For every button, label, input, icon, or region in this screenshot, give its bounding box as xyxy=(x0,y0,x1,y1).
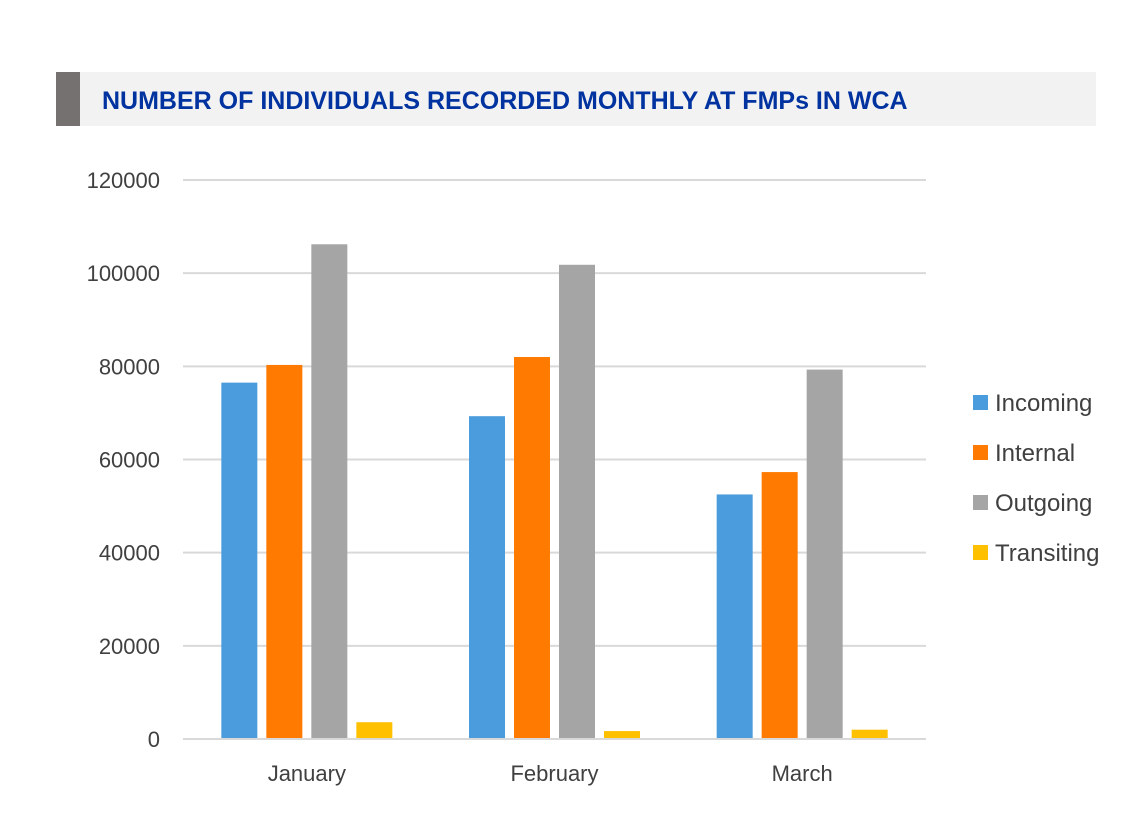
legend-label-outgoing: Outgoing xyxy=(995,490,1092,517)
y-tick-label: 120000 xyxy=(87,168,160,193)
bar-incoming-january xyxy=(221,382,258,739)
title-accent-bar xyxy=(56,72,80,126)
x-tick-label: February xyxy=(510,761,598,786)
bar-transiting-january xyxy=(356,722,393,739)
y-tick-label: 40000 xyxy=(99,541,160,566)
bar-outgoing-january xyxy=(311,244,348,739)
legend: Incoming Internal Outgoing Transiting xyxy=(973,390,1099,567)
y-tick-label: 0 xyxy=(148,727,160,752)
bar-internal-january xyxy=(266,364,303,739)
y-tick-label: 80000 xyxy=(99,354,160,379)
legend-swatch-internal xyxy=(973,445,988,460)
y-tick-label: 20000 xyxy=(99,634,160,659)
legend-swatch-transiting xyxy=(973,545,988,560)
bars xyxy=(221,244,888,739)
bar-internal-march xyxy=(761,472,798,739)
chart-title: NUMBER OF INDIVIDUALS RECORDED MONTHLY A… xyxy=(102,87,908,115)
bar-outgoing-february xyxy=(559,264,595,739)
bar-internal-february xyxy=(514,357,550,739)
bar-incoming-march xyxy=(716,494,753,739)
legend-swatch-incoming xyxy=(973,395,988,410)
title-band: NUMBER OF INDIVIDUALS RECORDED MONTHLY A… xyxy=(56,72,1096,126)
legend-swatch-outgoing xyxy=(973,495,988,510)
bar-transiting-february xyxy=(604,731,640,739)
gridlines xyxy=(183,179,926,647)
y-tick-label: 60000 xyxy=(99,448,160,473)
legend-label-internal: Internal xyxy=(995,440,1075,467)
legend-label-transiting: Transiting xyxy=(995,540,1099,567)
x-tick-label: March xyxy=(772,761,833,786)
bar-transiting-march xyxy=(851,729,888,739)
y-tick-label: 100000 xyxy=(87,261,160,286)
bar-incoming-february xyxy=(469,416,505,739)
bar-outgoing-march xyxy=(806,369,843,739)
legend-label-incoming: Incoming xyxy=(995,390,1092,417)
y-axis-tick-labels: 0 20000 40000 60000 80000 100000 120000 xyxy=(87,168,160,752)
x-axis-tick-labels: January February March xyxy=(268,761,833,786)
x-tick-label: January xyxy=(268,761,346,786)
